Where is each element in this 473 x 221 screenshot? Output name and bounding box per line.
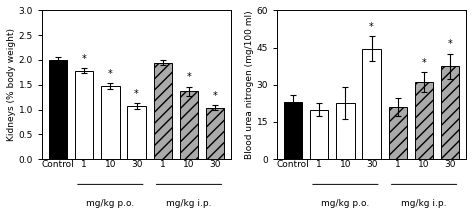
Text: mg/kg p.o.: mg/kg p.o. (321, 199, 369, 208)
Text: *: * (82, 54, 87, 64)
Y-axis label: Blood urea nitrogen (mg/100 ml): Blood urea nitrogen (mg/100 ml) (245, 10, 254, 159)
Text: *: * (108, 69, 113, 79)
Bar (310, 110, 328, 159)
Bar (75, 71, 93, 159)
Bar (101, 86, 120, 159)
Bar (389, 107, 407, 159)
Text: *: * (187, 72, 192, 82)
Bar (127, 106, 146, 159)
Text: *: * (422, 58, 427, 68)
Bar (49, 60, 67, 159)
Text: mg/kg p.o.: mg/kg p.o. (86, 199, 134, 208)
Text: mg/kg i.p.: mg/kg i.p. (166, 199, 212, 208)
Bar (284, 102, 302, 159)
Text: *: * (448, 39, 453, 49)
Bar (336, 103, 355, 159)
Text: *: * (213, 91, 218, 101)
Text: *: * (134, 89, 139, 99)
Y-axis label: Kidneys (% body weight): Kidneys (% body weight) (7, 28, 16, 141)
Bar (206, 108, 224, 159)
Text: mg/kg i.p.: mg/kg i.p. (401, 199, 447, 208)
Text: *: * (369, 22, 374, 32)
Bar (415, 82, 433, 159)
Bar (154, 63, 172, 159)
Bar (362, 49, 381, 159)
Bar (180, 91, 198, 159)
Bar (441, 66, 459, 159)
